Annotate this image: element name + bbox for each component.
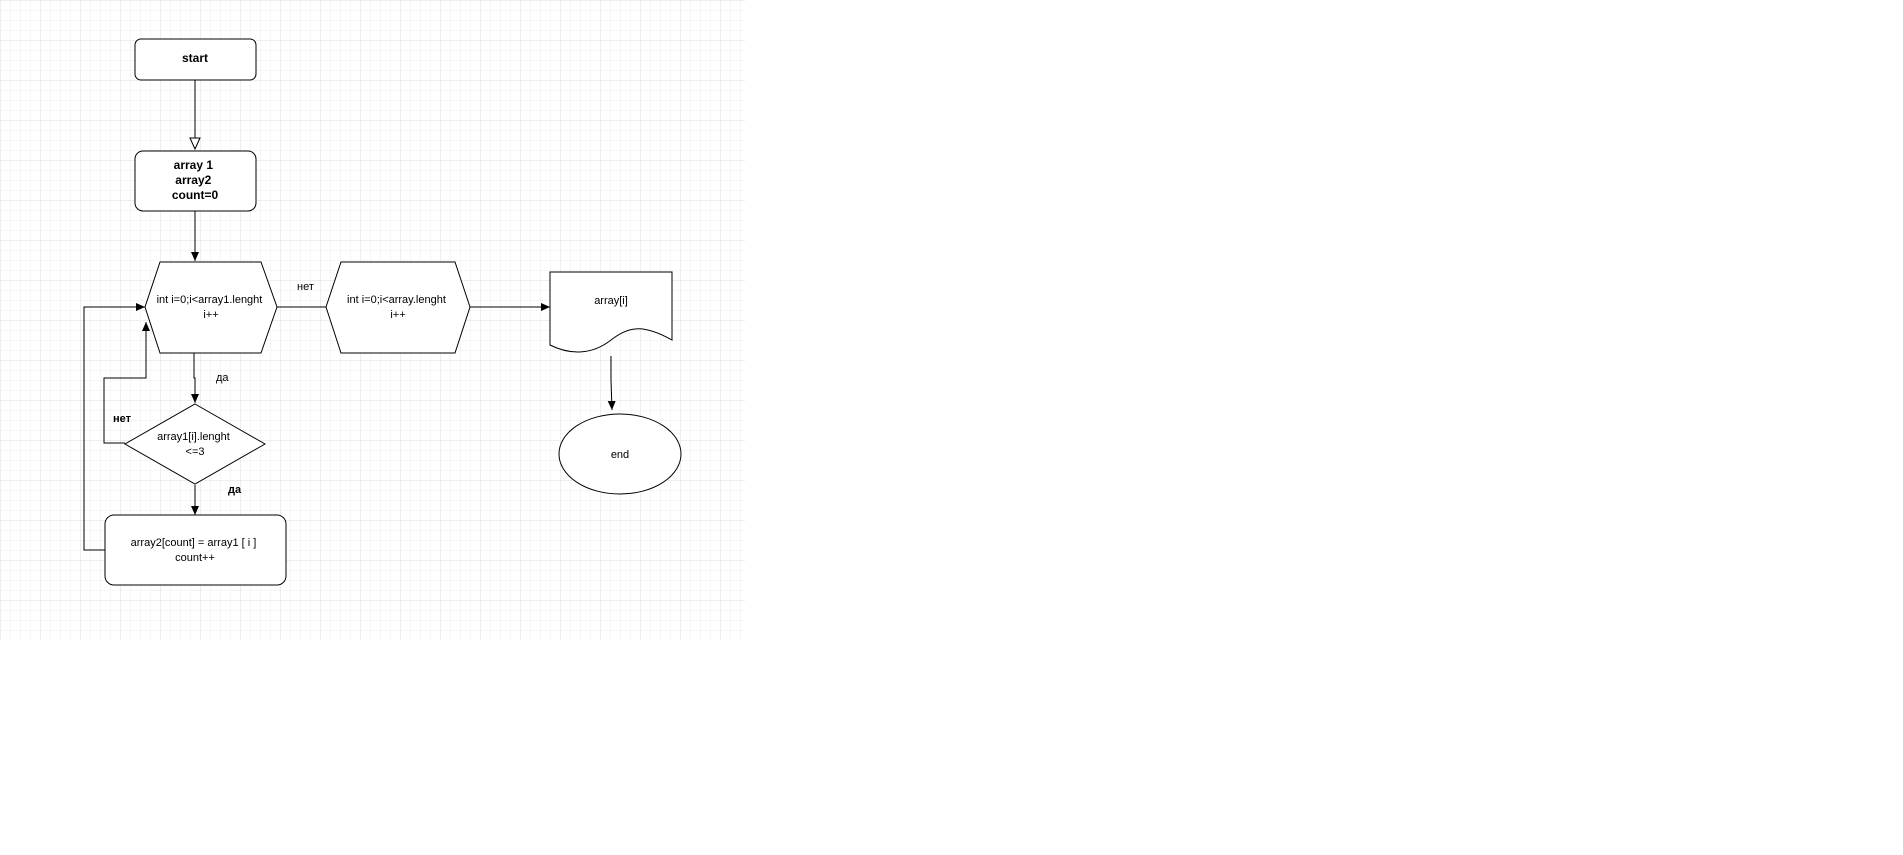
assign-line-1: array2[count] = array1 [ i ]: [131, 537, 257, 549]
init-line-2: array2: [175, 173, 211, 187]
edges: [83, 80, 616, 551]
loop1-line-1: int i=0;i<array1.lenght: [157, 294, 263, 306]
start-node-label: start: [182, 51, 208, 65]
svg-text:array1[i].lenght <=3: array1[i].lenght <=3: [157, 431, 233, 458]
edge-assign-to-loop1[interactable]: [83, 303, 145, 551]
svg-text:int i=0;i<array1.lenght: int i=0;i<array1.lenght i++: [157, 294, 266, 321]
svg-text:array2[count] = array1 [ i ]: array2[count] = array1 [ i ] count++: [131, 537, 260, 564]
edge-decision-no-to-loop1[interactable]: [103, 322, 150, 444]
init-node[interactable]: array 1 array2 count=0: [134, 150, 257, 212]
loop2-node[interactable]: int i=0;i<array.lenght i++: [325, 261, 471, 354]
end-node-label: end: [611, 449, 629, 461]
loop1-node[interactable]: int i=0;i<array1.lenght i++: [144, 261, 278, 354]
decision-node[interactable]: array1[i].lenght <=3: [123, 403, 267, 485]
svg-text:int i=0;i<array.lenght: int i=0;i<array.lenght i++: [347, 294, 449, 321]
assign-node[interactable]: array2[count] = array1 [ i ] count++: [104, 514, 287, 586]
edge-labels: нет да нет да: [113, 281, 314, 496]
loop2-line-2: i++: [390, 309, 405, 321]
decision-line-1: array1[i].lenght: [157, 431, 230, 443]
edge-loop1-to-decision[interactable]: [191, 353, 199, 403]
end-node[interactable]: end: [558, 413, 682, 495]
edge-output-to-end[interactable]: [607, 356, 616, 411]
loop2-line-1: int i=0;i<array.lenght: [347, 294, 446, 306]
init-line-3: count=0: [172, 188, 219, 202]
decision-line-2: <=3: [186, 446, 205, 458]
output-label: array[i]: [594, 295, 628, 307]
loop1-line-2: i++: [203, 309, 218, 321]
assign-line-2: count++: [175, 552, 215, 564]
init-line-1: array 1: [174, 158, 214, 172]
nodes: start array 1 array2 count=0 int i=0;i<a…: [104, 38, 682, 586]
output-document-node[interactable]: array[i]: [549, 271, 673, 353]
edge-label-decision-yes: да: [228, 484, 242, 496]
svg-text:array 1 array2: array 1 array2 count=0: [172, 158, 219, 202]
edge-label-loop1-no: нет: [297, 281, 314, 293]
start-node[interactable]: start: [134, 38, 257, 81]
edge-label-loop1-yes: да: [216, 372, 229, 384]
edge-label-decision-no: нет: [113, 413, 132, 425]
